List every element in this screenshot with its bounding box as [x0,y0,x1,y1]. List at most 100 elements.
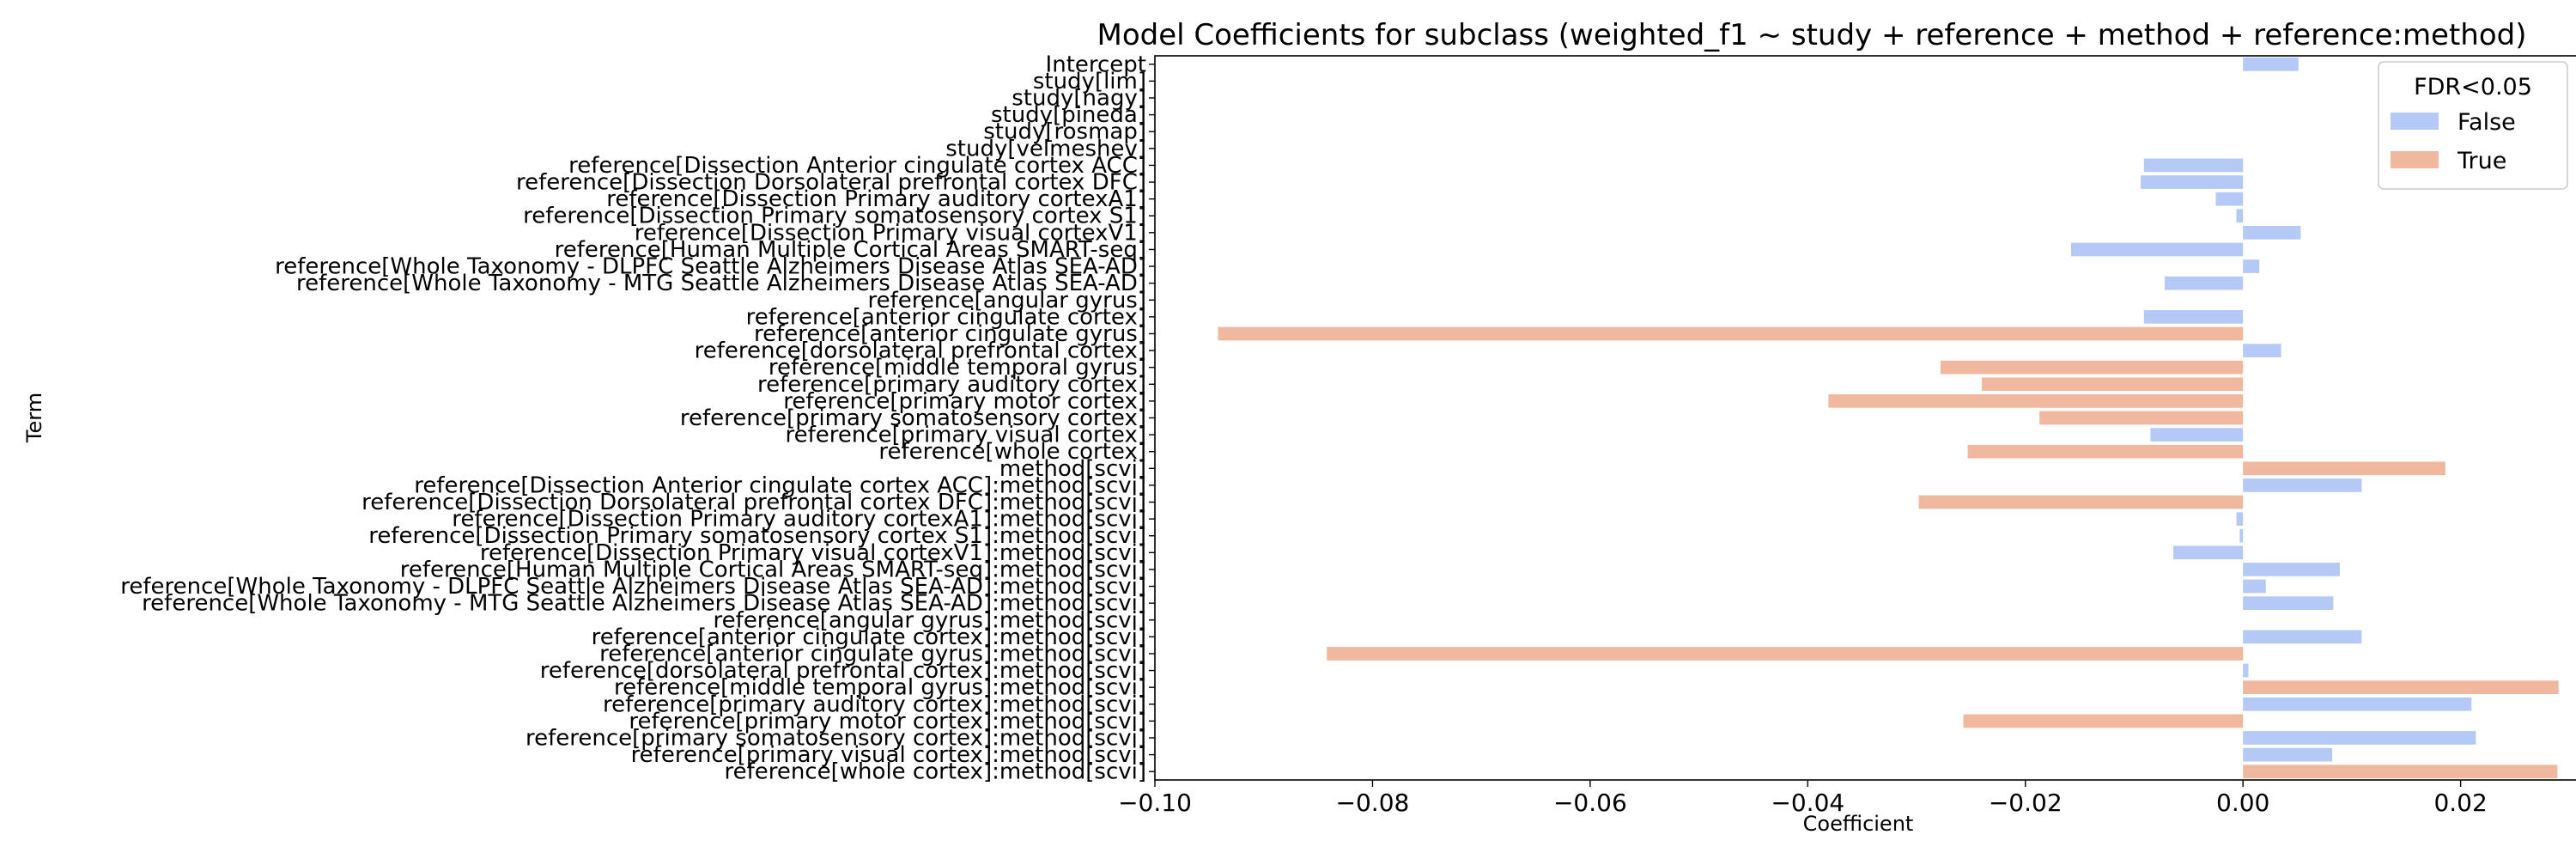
legend-title: FDR<0.05 [2414,74,2532,101]
bar [2243,697,2472,711]
x-tick-label: 0.02 [2433,789,2487,817]
term-label: reference[Dissection Primary somatosenso… [368,523,1146,549]
bar [2236,209,2244,223]
term-label: reference[Whole Taxonomy - DLPFC Seattle… [120,574,1146,600]
bar [2143,310,2244,324]
legend-swatch-true [2391,151,2439,168]
term-label: study[nagy] [1012,86,1146,112]
term-label: reference[Dissection Anterior cingulate … [568,153,1146,179]
bar [2173,545,2244,560]
bar [2243,563,2340,576]
x-tick-label: −0.04 [1771,789,1844,817]
bar [2243,630,2362,644]
bar [1982,377,2244,392]
term-label: study[lim] [1033,69,1146,94]
legend-swatch-false [2391,113,2439,130]
bar [2243,478,2362,492]
term-label: reference[primary somatosensory cortex] [680,405,1146,431]
term-label: reference[Dissection Anterior cingulate … [414,472,1146,498]
bars-group [1218,57,2559,779]
bar [1828,394,2244,408]
bar [2243,226,2301,240]
term-label: reference[Dissection Primary auditory co… [606,186,1146,212]
term-label: reference[dorsolateral prefrontal cortex… [540,658,1146,684]
term-label: study[rosmap] [983,119,1146,145]
bar [2236,512,2244,526]
term-label: reference[anterior cingulate gyrus] [754,321,1146,347]
bar [1218,326,2244,341]
bar [2243,765,2558,779]
term-label: reference[dorsolateral prefrontal cortex… [695,338,1146,364]
x-tick-label: −0.02 [1989,789,2063,817]
bar [2243,596,2334,610]
term-label: reference[Dissection Dorsolateral prefro… [516,170,1146,196]
plot-frame [1154,55,2576,781]
x-tick-label: −0.06 [1553,789,1627,817]
bar [2150,428,2244,442]
term-label: reference[whole cortex]:method[scvi] [725,759,1147,785]
bar [2215,192,2244,206]
bar [2141,175,2244,189]
bar [2243,680,2559,695]
term-label: reference[anterior cingulate gyrus]:meth… [599,641,1146,667]
x-tick-label: 0.00 [2216,789,2269,817]
term-label: reference[Whole Taxonomy - MTG Seattle A… [296,271,1146,296]
term-label: method[scvi] [999,456,1146,482]
term-label: reference[primary motor cortex]:method[s… [629,709,1146,734]
bar [1967,444,2244,459]
x-tick-label: −0.08 [1336,789,1410,817]
term-label: reference[middle temporal gyrus]:method[… [614,675,1146,701]
bar [1963,714,2244,728]
term-label: study[velmeshev] [945,136,1146,161]
x-axis-label: Coefficient [1803,812,1914,836]
bar [2070,242,2244,257]
legend-label-false: False [2458,109,2516,136]
bar [2243,731,2476,745]
x-tick-label: −0.10 [1118,789,1192,817]
term-label: reference[anterior cingulate cortex]:met… [592,624,1146,650]
bar [1327,647,2244,661]
bar [2243,579,2266,594]
term-label: reference[angular gyrus]:method[scvi] [714,607,1146,633]
bar [2243,57,2299,71]
bar [2039,411,2244,425]
term-label: reference[Dissection Primary auditory co… [452,507,1146,533]
bar [2164,276,2244,290]
bar [2143,158,2244,173]
term-label: Intercept [1046,52,1146,77]
term-label: reference[whole cortex] [878,439,1146,465]
term-label: reference[primary somatosensory cortex]:… [526,725,1146,751]
chart-title: Model Coefficients for subclass (weighte… [1097,18,2526,52]
bar [2243,461,2445,476]
bar [2243,747,2333,762]
term-label: reference[Dissection Dorsolateral prefro… [361,490,1146,515]
term-label: reference[primary motor cortex] [783,388,1146,414]
term-label: study[pineda] [991,102,1146,128]
term-label: reference[angular gyrus] [867,288,1146,314]
term-label: reference[Human Multiple Cortical Areas … [555,237,1146,263]
term-label: reference[Whole Taxonomy - DLPFC Seattle… [275,254,1146,280]
bar [2243,259,2260,273]
term-labels-group: Interceptstudy[lim]study[nagy]study[pine… [120,52,1155,785]
bar [2243,663,2249,678]
term-label: reference[primary visual cortex] [785,423,1146,448]
y-axis-label: Term [22,393,46,443]
term-label: reference[primary auditory cortex]:metho… [603,691,1146,717]
bar [2239,528,2244,543]
term-label: reference[middle temporal gyrus] [769,355,1146,381]
x-ticks-group: −0.10 −0.08 −0.06 −0.04 −0.02 0.00 0.02 [1118,780,2488,817]
term-label: reference[Dissection Primary visual cort… [635,220,1146,246]
bar [1940,360,2244,375]
term-label: reference[Human Multiple Cortical Areas … [400,557,1146,582]
term-label: reference[Dissection Primary visual cort… [480,540,1146,566]
term-label: reference[anterior cingulate cortex] [746,304,1146,330]
legend: FDR<0.05 False True [2378,61,2568,190]
legend-label-true: True [2457,148,2506,174]
bar [2243,344,2281,357]
term-label: reference[Dissection Primary somatosenso… [523,204,1146,229]
term-label: reference[primary visual cortex]:method[… [631,742,1146,768]
term-label: reference[Whole Taxonomy - MTG Seattle A… [142,591,1146,617]
bar [1918,495,2244,509]
term-label: reference[primary auditory cortex] [757,372,1146,398]
